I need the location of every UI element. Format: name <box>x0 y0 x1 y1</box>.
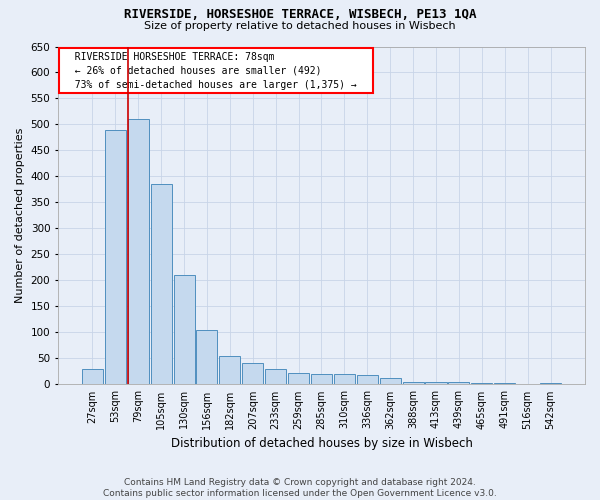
Text: Contains HM Land Registry data © Crown copyright and database right 2024.
Contai: Contains HM Land Registry data © Crown c… <box>103 478 497 498</box>
Bar <box>403 382 424 384</box>
Bar <box>151 184 172 384</box>
Y-axis label: Number of detached properties: Number of detached properties <box>15 128 25 303</box>
Bar <box>334 374 355 384</box>
Bar <box>105 130 126 384</box>
Bar <box>128 120 149 384</box>
Text: RIVERSIDE, HORSESHOE TERRACE, WISBECH, PE13 1QA: RIVERSIDE, HORSESHOE TERRACE, WISBECH, P… <box>124 8 476 20</box>
X-axis label: Distribution of detached houses by size in Wisbech: Distribution of detached houses by size … <box>170 437 472 450</box>
Bar <box>196 330 217 384</box>
Bar <box>380 378 401 384</box>
Bar <box>448 382 469 384</box>
Bar <box>173 276 194 384</box>
Bar <box>242 362 263 384</box>
Bar <box>311 374 332 384</box>
Text: RIVERSIDE HORSESHOE TERRACE: 78sqm
  ← 26% of detached houses are smaller (492)
: RIVERSIDE HORSESHOE TERRACE: 78sqm ← 26%… <box>63 52 369 90</box>
Bar <box>220 356 241 384</box>
Bar <box>265 369 286 384</box>
Bar <box>425 382 446 384</box>
Bar <box>82 369 103 384</box>
Bar <box>288 373 309 384</box>
Bar <box>357 375 378 384</box>
Text: Size of property relative to detached houses in Wisbech: Size of property relative to detached ho… <box>144 21 456 31</box>
